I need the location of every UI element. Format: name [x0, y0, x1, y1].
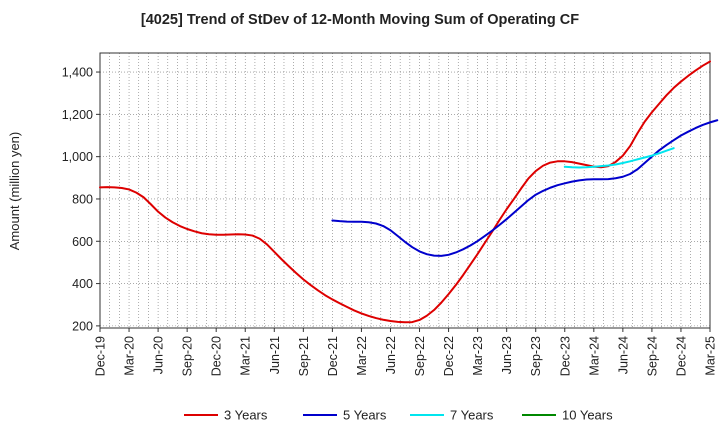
x-tick-label: Mar-20	[123, 336, 137, 376]
y-tick-label: 800	[72, 192, 93, 206]
x-tick-label: Dec-21	[326, 336, 340, 376]
y-tick-label: 1,200	[62, 108, 93, 122]
y-tick-label: 600	[72, 235, 93, 249]
x-tick-label: Sep-21	[297, 336, 311, 376]
legend-label-7-years: 7 Years	[450, 408, 494, 423]
x-tick-label: Sep-20	[181, 336, 195, 376]
grid	[100, 53, 710, 328]
y-tick-label: 1,400	[62, 66, 93, 80]
y-tick-label: 400	[72, 277, 93, 291]
series-line-7-years	[563, 147, 675, 169]
x-tick-label: Jun-20	[152, 336, 166, 374]
x-tick-label: Mar-21	[239, 336, 253, 376]
series-lines	[99, 60, 719, 324]
x-tick-label: Mar-22	[355, 336, 369, 376]
x-tick-label: Jun-21	[268, 336, 282, 374]
x-tick-label: Mar-23	[471, 336, 485, 376]
x-tick-label: Dec-20	[210, 336, 224, 376]
series-line-5-years	[331, 119, 719, 257]
x-axis-ticks: Dec-19 Mar-20 Jun-20 Sep-20 Dec-20 Mar-21 Jun-…	[94, 328, 718, 376]
x-tick-label: Dec-24	[674, 336, 688, 376]
x-tick-label: Jun-22	[384, 336, 398, 374]
y-axis-ticks: 200 400 600 800 1,000 1,200 1,400	[62, 66, 100, 333]
plot-frame	[99, 52, 711, 329]
legend-label-10-years: 10 Years	[562, 408, 613, 423]
y-tick-label: 1,000	[62, 150, 93, 164]
x-tick-label: Dec-22	[442, 336, 456, 376]
x-tick-label: Mar-24	[587, 336, 601, 376]
plot-border	[99, 52, 711, 329]
x-tick-label: Jun-23	[500, 336, 514, 374]
x-tick-label: Jun-24	[616, 336, 630, 374]
series-line-3-years	[99, 60, 711, 324]
x-tick-label: Sep-23	[529, 336, 543, 376]
x-tick-label: Dec-19	[94, 336, 108, 376]
legend-label-3-years: 3 Years	[224, 408, 268, 423]
y-axis-title: Amount (million yen)	[7, 132, 22, 251]
x-tick-label: Dec-23	[558, 336, 572, 376]
y-tick-label: 200	[72, 319, 93, 333]
chart-title: [4025] Trend of StDev of 12-Month Moving…	[140, 12, 580, 28]
x-tick-label: Sep-24	[645, 336, 659, 376]
legend: 3 Years 5 Years 7 Years 10 Years	[184, 408, 613, 423]
x-tick-label: Mar-25	[704, 336, 718, 376]
legend-label-5-years: 5 Years	[343, 408, 387, 423]
x-tick-label: Sep-22	[413, 336, 427, 376]
